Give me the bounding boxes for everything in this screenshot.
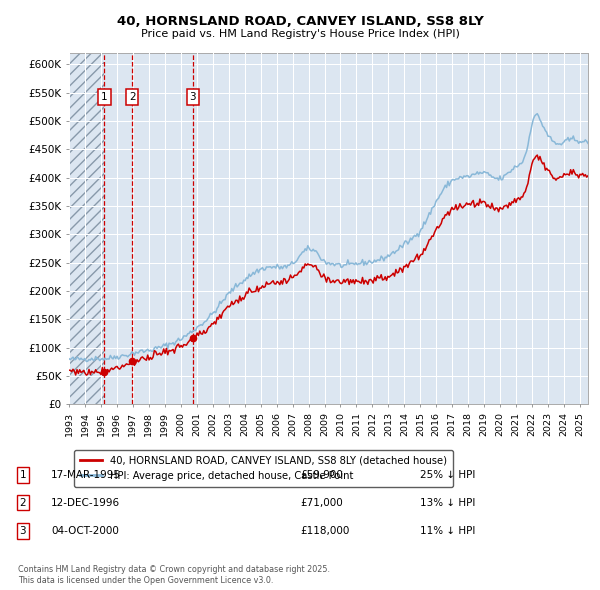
Text: 3: 3 bbox=[19, 526, 26, 536]
Text: 12-DEC-1996: 12-DEC-1996 bbox=[51, 498, 120, 507]
Text: Contains HM Land Registry data © Crown copyright and database right 2025.
This d: Contains HM Land Registry data © Crown c… bbox=[18, 565, 330, 585]
Text: 2: 2 bbox=[19, 498, 26, 507]
Text: £71,000: £71,000 bbox=[300, 498, 343, 507]
Text: 3: 3 bbox=[190, 92, 196, 102]
Bar bbox=[69, 53, 104, 404]
Text: 1: 1 bbox=[19, 470, 26, 480]
Legend: 40, HORNSLAND ROAD, CANVEY ISLAND, SS8 8LY (detached house), HPI: Average price,: 40, HORNSLAND ROAD, CANVEY ISLAND, SS8 8… bbox=[74, 450, 453, 487]
Text: 40, HORNSLAND ROAD, CANVEY ISLAND, SS8 8LY: 40, HORNSLAND ROAD, CANVEY ISLAND, SS8 8… bbox=[116, 15, 484, 28]
Text: 2: 2 bbox=[129, 92, 136, 102]
Text: 04-OCT-2000: 04-OCT-2000 bbox=[51, 526, 119, 536]
Text: 13% ↓ HPI: 13% ↓ HPI bbox=[420, 498, 475, 507]
Text: £59,900: £59,900 bbox=[300, 470, 343, 480]
Text: Price paid vs. HM Land Registry's House Price Index (HPI): Price paid vs. HM Land Registry's House … bbox=[140, 29, 460, 39]
Text: 11% ↓ HPI: 11% ↓ HPI bbox=[420, 526, 475, 536]
Text: 25% ↓ HPI: 25% ↓ HPI bbox=[420, 470, 475, 480]
Text: 1: 1 bbox=[101, 92, 107, 102]
Text: £118,000: £118,000 bbox=[300, 526, 349, 536]
Text: 17-MAR-1995: 17-MAR-1995 bbox=[51, 470, 121, 480]
